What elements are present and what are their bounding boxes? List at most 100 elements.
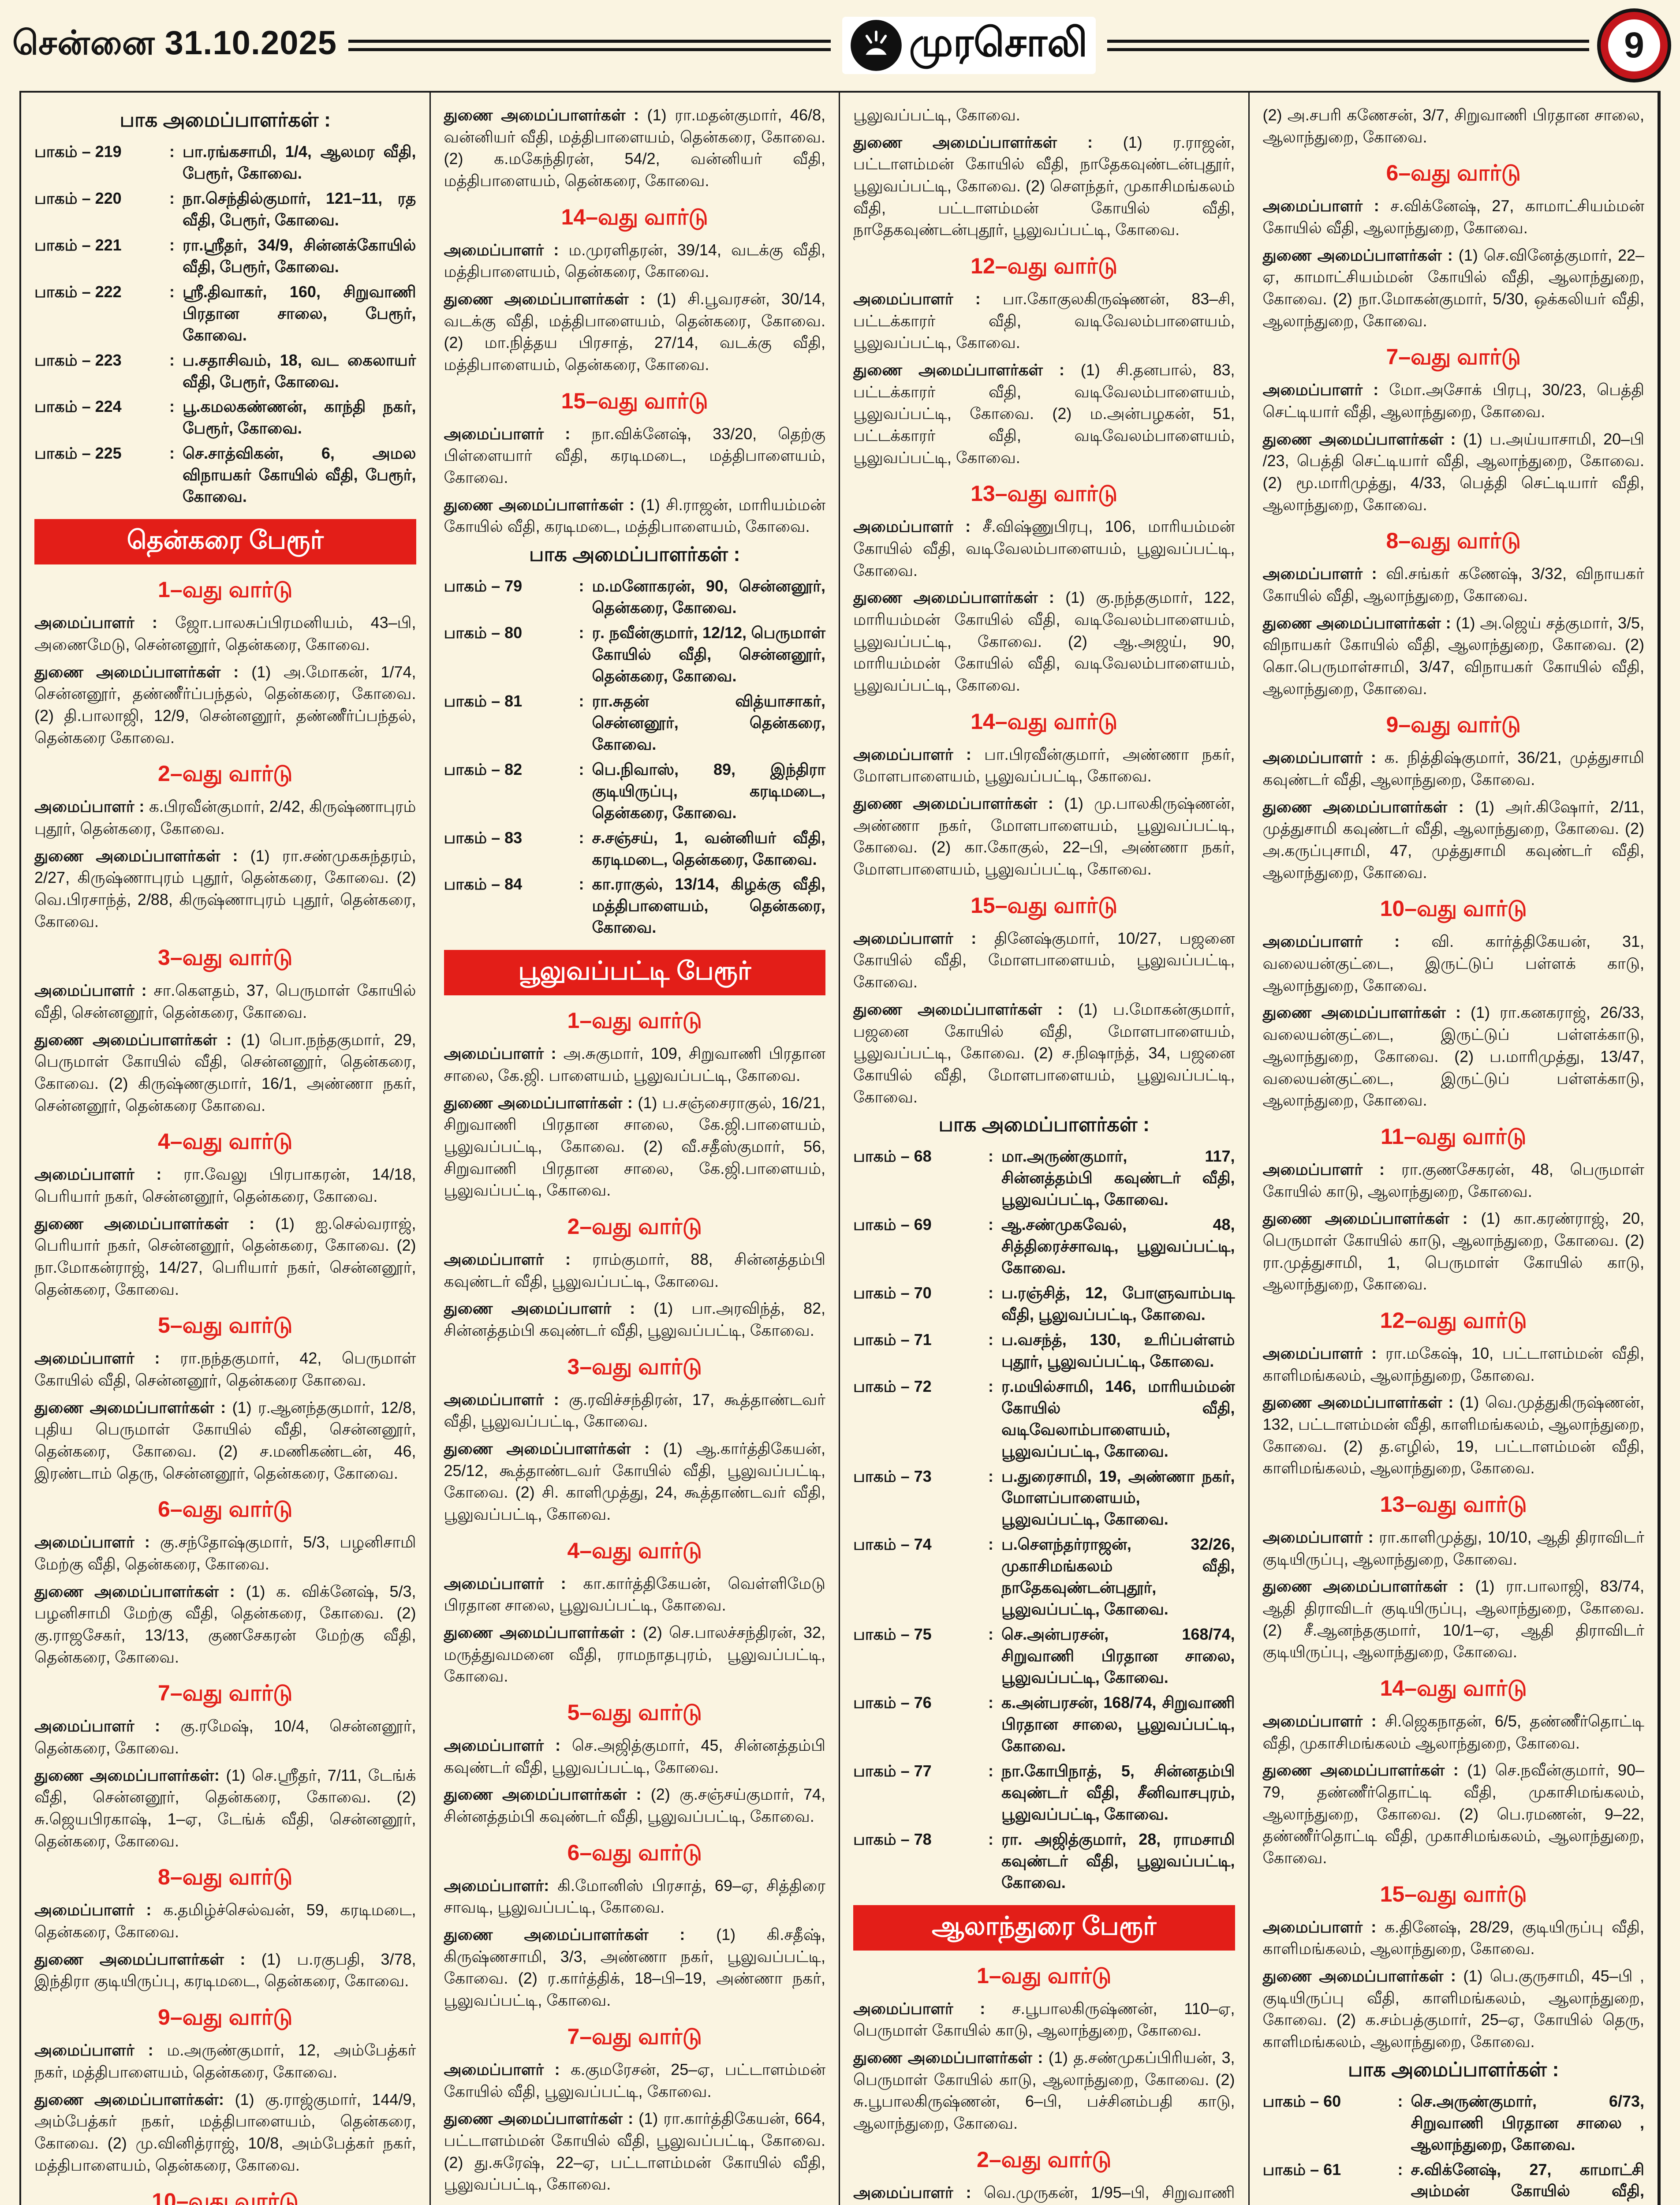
pagam-text: கா.ராகுல், 13/14, கிழக்கு வீதி, மத்திபாள… <box>592 875 826 937</box>
entry-label: அமைப்பாளர் : <box>34 1717 181 1735</box>
colon: : <box>579 691 584 710</box>
entry-text: (1) மு.பாலகிருஷ்ணன், அண்ணா நகர், மோளபாளை… <box>853 794 1235 878</box>
entry-text: செ.அஜித்குமார், 45, சின்னத்தம்பி கவுண்டர… <box>444 1736 826 1776</box>
ward-title: 8–வது வார்டு <box>158 1865 293 1890</box>
entry-label: அமைப்பாளர் : <box>444 1574 583 1592</box>
pagam-label: பாகம் – 77 <box>853 1761 932 1780</box>
entry-text: ரா.மகேஷ், 10, பட்டாளம்மன் வீதி, காளிமங்க… <box>1262 1344 1645 1384</box>
entry-label: அமைப்பாளர் : <box>853 290 1003 308</box>
section-heading: பாக அமைப்பாளர்கள் : <box>938 1113 1150 1136</box>
entry-paragraph: துணை அமைப்பாளர்கள் : (1) க. விக்னேஷ், 5/… <box>34 1581 416 1668</box>
pagam-label: பாகம் – 75 <box>853 1625 932 1644</box>
entry-paragraph: அமைப்பாளர் : சா.கௌதம், 37, பெருமாள் கோயி… <box>34 979 416 1023</box>
colon: : <box>169 142 175 161</box>
entry-text: (1) க. விக்னேஷ், 5/3, பழனிசாமி மேற்கு வீ… <box>34 1582 416 1666</box>
entry-label: அமைப்பாளர் : <box>1262 932 1432 951</box>
entry-text: கு.ரவிச்சந்திரன், 17, கூத்தாண்டவர் வீதி,… <box>444 1390 826 1431</box>
ward-title: 10–வது வார்டு <box>1380 896 1527 921</box>
colon: : <box>169 235 175 254</box>
entry-text: (1) ரா.சண்முகசுந்தரம், 2/27, கிருஷ்ணாபுர… <box>34 846 416 931</box>
entry-paragraph: அமைப்பாளர் : கு.ரமேஷ், 10/4, சென்னனூர், … <box>34 1715 416 1759</box>
ward-title: 15–வது வார்டு <box>1380 1881 1527 1906</box>
entry-text: (1) ப.மோகன்குமார், பஜனை கோயில் வீதி, மோள… <box>853 1000 1235 1106</box>
entry-paragraph: அமைப்பாளர் : ஜோ.பாலசுப்பிரமனியம், 43–பி,… <box>34 612 416 655</box>
pagam-label: பாகம் – 221 <box>34 235 122 254</box>
entry-paragraph: அமைப்பாளர் : ரா.நந்தகுமார், 42, பெருமாள்… <box>34 1347 416 1391</box>
entry-label: அமைப்பாளர் : <box>444 2060 571 2078</box>
pagam-text: க.அன்பரசன், 168/74, சிறுவாணி பிரதான சாலை… <box>1001 1693 1235 1755</box>
ward-title: 2–வது வார்டு <box>158 761 293 786</box>
pagam-text: நா.செந்தில்குமார், 121–11, ரத வீதி, பேரூ… <box>183 189 416 229</box>
ward-title: 15–வது வார்டு <box>561 388 708 413</box>
entry-paragraph: அமைப்பாளர் : ராம்குமார், 88, சின்னத்தம்ப… <box>444 1248 826 1292</box>
colon: : <box>579 623 584 642</box>
pagam-label: பாகம் – 69 <box>853 1215 932 1234</box>
entry-label: அமைப்பாளர் : <box>444 424 592 443</box>
pagam-label: பாகம் – 82 <box>444 760 523 778</box>
pagam-row: பாகம் – 72: ர.மயில்சாமி, 146, மாரியம்மன் … <box>853 1376 1235 1462</box>
pagam-row: பாகம் – 77: நா.கோபிநாத், 5, சின்னதம்பி கவ… <box>853 1760 1235 1825</box>
entry-paragraph: அமைப்பாளர் : கு.சந்தோஷ்குமார், 5/3, பழனி… <box>34 1531 416 1575</box>
entry-text: (1) செ.வினேத்குமார், 22–ஏ, காமாட்சியம்மன… <box>1262 246 1645 330</box>
entry-text: (1) ர.ஆனந்தகுமார், 12/8, புதிய பெருமாள் … <box>34 1398 416 1482</box>
section-heading: பாக அமைப்பாளர்கள் : <box>1348 2058 1559 2081</box>
header-rule-right <box>1107 40 1590 51</box>
entry-paragraph: துணை அமைப்பாளர்கள் : (1) ஆ.கார்த்திகேயன்… <box>444 1438 826 1525</box>
entry-paragraph: துணை அமைப்பாளர்கள் : (1) மு.பாலகிருஷ்ணன்… <box>853 792 1235 880</box>
entry-text: ம.அருண்குமார், 12, அம்பேத்கர் நகர், மத்த… <box>34 2041 416 2081</box>
ward-title: 3–வது வார்டு <box>567 1354 702 1379</box>
entry-label: துணை அமைப்பாளர்கள் : <box>853 1000 1079 1018</box>
entry-label: துணை அமைப்பாளர் : <box>444 1299 654 1318</box>
entry-text: (1) ப.சஞ்சைராகுல், 16/21, சிறுவாணி பிரதா… <box>444 1093 826 1200</box>
entry-paragraph: அமைப்பாளர் : ம.முரளிதரன், 39/14, வடக்கு … <box>444 239 826 283</box>
pagam-text: நா.கோபிநாத், 5, சின்னதம்பி கவுண்டர் வீதி… <box>1001 1761 1235 1823</box>
entry-label: துணை அமைப்பாளர்கள் : <box>34 1950 261 1968</box>
entry-text: பா.பிரவீன்குமார், அண்ணா நகர், மோளபாளையம்… <box>853 745 1235 785</box>
entry-text: (1) சி.தனபால், 83, பட்டக்காரர் வீதி, வடி… <box>853 361 1235 467</box>
entry-text: (1) கா.கரண்ராஜ், 20, பெருமாள் கோயில் காட… <box>1262 1209 1645 1293</box>
entry-label: துணை அமைப்பாளர்கள் : <box>444 2109 639 2128</box>
pagam-text: ரா. அஜித்குமார், 28, ராமசாமி கவுண்டர் வீ… <box>1001 1830 1235 1891</box>
entry-text: ரா.வேலு பிரபாகரன், 14/18, பெரியார் நகர்,… <box>34 1165 416 1206</box>
entry-label: துணை அமைப்பாளர்கள் : <box>34 1582 246 1600</box>
entry-paragraph: துணை அமைப்பாளர்கள் : (1) ரா.கனகராஜ், 26/… <box>1263 1002 1645 1111</box>
entry-text: (2) கு.சஞ்சய்குமார், 74, சின்னத்தம்பி கவ… <box>444 1785 826 1826</box>
ward-title: 1–வது வார்டு <box>977 1963 1112 1988</box>
entry-text: ரா.குணசேகரன், 48, பெருமாள் கோயில் காடு, … <box>1262 1160 1645 1200</box>
pagam-label: பாகம் – 68 <box>853 1147 932 1166</box>
entry-text: வி.சங்கர் கணேஷ், 3/32, விநாயகர் கோயில் வ… <box>1262 564 1645 605</box>
entry-paragraph: அமைப்பாளர் : ம.அருண்குமார், 12, அம்பேத்க… <box>34 2039 416 2083</box>
ward-title: 9–வது வார்டு <box>158 2005 293 2030</box>
section-heading: பாக அமைப்பாளர்கள் : <box>119 108 331 131</box>
pagam-row: பாகம் – 80: ர. நவீன்குமார், 12/12, பெருமா… <box>444 622 826 687</box>
entry-paragraph: துணை அமைப்பாளர்கள் : (1) ஐ.செல்வராஜ், பெ… <box>34 1213 416 1301</box>
pagam-text: ப.ரஞ்சித், 12, போளுவாம்படி வீதி, பூலுவப்… <box>1001 1283 1235 1323</box>
entry-label: அமைப்பாளர் : <box>444 240 569 259</box>
entry-text: ச.விக்னேஷ், 27, காமாட்சியம்மன் கோயில் வீ… <box>1262 197 1645 237</box>
entry-label: துணை அமைப்பாளர்கள் : <box>1262 1577 1475 1596</box>
column-4: (2) அ.சபரி கணேசன், 3/7, சிறுவாணி பிரதான … <box>1250 93 1659 2205</box>
region-banner: தென்கரை பேரூர் <box>34 519 416 565</box>
pagam-text: பெ.நிவாஸ், 89, இந்திரா குடியிருப்பு, கரட… <box>592 760 826 822</box>
entry-label: அமைப்பாளர் : <box>444 1736 572 1755</box>
entry-text: (1) ஆ.கார்த்திகேயன், 25/12, கூத்தாண்டவர்… <box>444 1439 826 1524</box>
pagam-row: பாகம் – 219: பா.ரங்கசாமி, 1/4, ஆலமர வீதி,… <box>34 141 416 184</box>
pagam-row: பாகம் – 74: ப.செளந்தர்ராஜன், 32/26, முகாச… <box>853 1534 1235 1620</box>
entry-text: (1) அ.மோகன், 1/74, சென்னனூர், தண்ணீர்ப்ப… <box>34 662 416 747</box>
pagam-text: பூ.கமலகண்ணன், காந்தி நகர், பேரூர், கோவை. <box>183 397 416 437</box>
entry-text: (1) அ.ஜெய் சத்குமார், 3/5, விநாயகர் கோயி… <box>1262 613 1645 698</box>
entry-text: பூலுவப்பட்டி, கோவை. <box>853 106 1020 124</box>
ward-title: 11–வது வார்டு <box>1381 1124 1527 1149</box>
colon: : <box>1397 2160 1403 2179</box>
entry-text: (1) செ.நவீன்குமார், 90–79, தண்ணீர்தொட்டி… <box>1262 1761 1645 1867</box>
entry-paragraph: துணை அமைப்பாளர்கள் : (1) ப.மோகன்குமார், … <box>853 998 1235 1108</box>
entry-text: (1) ப.ரகுபதி, 3/78, இந்திரா குடியிருப்பு… <box>34 1950 416 1990</box>
entry-text: க.தமிழ்ச்செல்வன், 59, கரடிமடை, தென்கரை, … <box>34 1901 416 1941</box>
pagam-row: பாகம் – 70: ப.ரஞ்சித், 12, போளுவாம்படி வீ… <box>853 1282 1235 1326</box>
ward-title: 14–வது வார்டு <box>561 204 708 229</box>
pagam-label: பாகம் – 70 <box>853 1283 932 1302</box>
entry-label: அமைப்பாளர் : <box>34 1349 180 1368</box>
pagam-text: ப.சதாசிவம், 18, வட கைலாயர் வீதி, பேரூர்,… <box>183 351 416 391</box>
entry-text: வி. கார்த்திகேயன், 31, வலையன்குட்டை, இரு… <box>1262 932 1645 994</box>
entry-label: அமைப்பாளர்: <box>444 1876 558 1895</box>
